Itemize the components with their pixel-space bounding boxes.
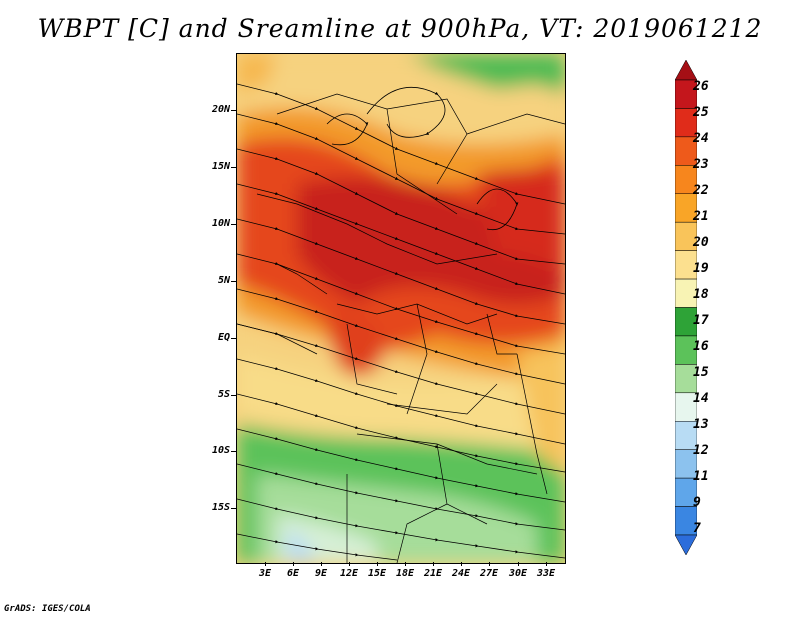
streamlines [237,83,565,561]
colorbar-segment [675,136,697,166]
lat-tick [231,110,236,111]
colorbar-segment [675,307,697,337]
colorbar-label-16: 16 [693,339,709,354]
lat-label-5n: 5N [217,275,230,286]
lat-label-eq: EQ [217,332,230,343]
lat-label-10s: 10S [211,445,230,456]
lat-tick [231,338,236,339]
grads-credit: GrADS: IGES/COLA [4,604,91,614]
lon-label-18e: 18E [395,568,415,579]
colorbar-label-9: 9 [693,495,701,510]
lat-tick [231,508,236,509]
colorbar-label-20: 20 [693,235,709,250]
lon-label-3e: 3E [258,568,272,579]
lon-label-15e: 15E [367,568,387,579]
lat-label-20n: 20N [211,104,230,115]
lat-label-5s: 5S [217,389,230,400]
lon-tick [377,562,378,566]
lon-label-6e: 6E [286,568,300,579]
lon-tick [546,562,547,566]
wbpt-field-map [237,54,565,563]
lon-tick [461,562,462,566]
lon-label-27e: 27E [479,568,499,579]
colorbar-label-12: 12 [693,443,709,458]
lat-tick [231,281,236,282]
chart-title: WBPT [C] and Sreamline at 900hPa, VT: 20… [37,14,763,43]
lon-tick [321,562,322,566]
lon-label-12e: 12E [339,568,359,579]
lon-label-30e: 30E [508,568,528,579]
lat-tick [231,167,236,168]
colorbar-segment [675,477,697,507]
colorbar-segment [675,449,697,479]
colorbar-label-22: 22 [693,183,709,198]
lat-label-10n: 10N [211,218,230,229]
colorbar-label-21: 21 [693,209,709,224]
lon-label-24e: 24E [451,568,471,579]
colorbar-segment [675,506,697,536]
colorbar-segment [675,221,697,251]
colorbar-segment [675,79,697,109]
colorbar-segment [675,278,697,308]
lon-label-33e: 33E [536,568,556,579]
lat-label-15n: 15N [211,161,230,172]
lat-tick [231,224,236,225]
colorbar-label-11: 11 [693,469,709,484]
colorbar-label-18: 18 [693,287,709,302]
colorbar-label-19: 19 [693,261,709,276]
map-panel [236,53,566,564]
colorbar-segment [675,534,697,555]
lon-tick [265,562,266,566]
lat-tick [231,451,236,452]
colorbar-label-7: 7 [693,521,701,536]
colorbar-segment [675,364,697,394]
colorbar-label-14: 14 [693,391,709,406]
colorbar-segment [675,392,697,422]
colorbar-label-15: 15 [693,365,709,380]
lon-tick [293,562,294,566]
colorbar-label-25: 25 [693,105,709,120]
lon-tick [489,562,490,566]
colorbar-segment [675,250,697,280]
lon-tick [349,562,350,566]
colorbar-segment [675,165,697,194]
colorbar-label-13: 13 [693,417,709,432]
colorbar-label-23: 23 [693,157,709,172]
colorbar-segment [675,60,697,81]
colorbar-label-17: 17 [693,313,709,328]
colorbar-label-24: 24 [693,131,709,146]
colorbar-segment [675,421,697,450]
lon-tick [518,562,519,566]
colorbar-segment [675,108,697,138]
temperature-fill [237,54,565,563]
lon-tick [433,562,434,566]
lon-label-9e: 9E [314,568,328,579]
lat-tick [231,395,236,396]
colorbar-label-26: 26 [693,79,709,94]
lon-label-21e: 21E [423,568,443,579]
lat-label-15s: 15S [211,502,230,513]
colorbar [675,60,697,555]
colorbar-segment [675,335,697,365]
lon-tick [405,562,406,566]
colorbar-segment [675,193,697,223]
